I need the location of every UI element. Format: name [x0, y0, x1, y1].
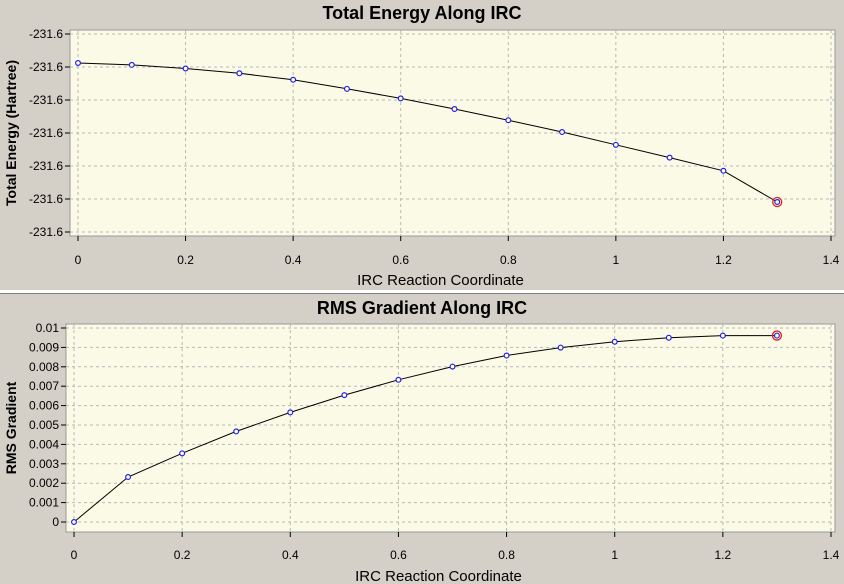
data-point[interactable] [341, 392, 348, 399]
data-point[interactable] [70, 519, 77, 526]
data-point[interactable] [343, 85, 350, 92]
energy-chart[interactable]: Total Energy Along IRC -231.6 -231.6 -231.6… [0, 0, 844, 290]
x-tick-label: 0.8 [500, 253, 517, 267]
data-point[interactable] [612, 141, 619, 148]
data-point[interactable] [665, 334, 672, 341]
plot-area [65, 323, 836, 533]
y-axis-label: Total Energy (Hartree) [3, 60, 19, 206]
data-point[interactable] [182, 65, 189, 72]
y-tick-label: -231.6 [29, 126, 63, 140]
x-tick-label: 0.2 [174, 548, 191, 562]
data-point[interactable] [611, 338, 618, 345]
data-point[interactable] [451, 106, 458, 113]
y-tick-label: 0.008 [29, 360, 59, 374]
data-point[interactable] [773, 332, 780, 339]
y-tick-label: 0.01 [36, 321, 60, 335]
data-point[interactable] [503, 352, 510, 359]
x-tick-label: 0.2 [177, 253, 194, 267]
energy-chart-panel: Total Energy Along IRC -231.6 -231.6 -231.6… [0, 0, 844, 290]
x-axis-label: IRC Reaction Coordinate [355, 568, 522, 584]
y-tick-label: 0.004 [29, 437, 59, 451]
data-point[interactable] [397, 95, 404, 102]
highlighted-point-ring[interactable] [771, 330, 783, 341]
x-tick-label: 0 [75, 253, 82, 267]
y-tick-label: -231.6 [29, 159, 63, 173]
gradient-chart[interactable]: RMS Gradient Along IRC 0 0.001 0.002 0.003 0.… [0, 294, 844, 584]
x-tick-label: 1 [613, 253, 620, 267]
y-tick-label: -231.6 [29, 60, 63, 74]
x-tick-label: 1.2 [715, 548, 732, 562]
data-point[interactable] [774, 199, 781, 206]
data-point[interactable] [236, 70, 243, 77]
data-point[interactable] [557, 344, 564, 351]
x-tick-label: 0.4 [282, 548, 299, 562]
y-tick-label: -231.6 [29, 225, 63, 239]
y-tick-label: 0.007 [29, 379, 59, 393]
y-tick-label: 0.009 [29, 340, 59, 354]
x-tick-label: 1 [611, 548, 618, 562]
x-tick-label: 0.6 [392, 253, 409, 267]
x-tick-label: 0 [71, 548, 78, 562]
y-axis-label: RMS Gradient [3, 381, 19, 474]
x-tick-label: 1.4 [823, 548, 840, 562]
panel-divider[interactable] [0, 290, 844, 294]
y-tick-label: -231.6 [29, 192, 63, 206]
gradient-chart-panel: RMS Gradient Along IRC 0 0.001 0.002 0.003 0.… [0, 294, 844, 584]
y-tick-label: 0.002 [29, 476, 59, 490]
data-point[interactable] [449, 363, 456, 370]
chart-title: Total Energy Along IRC [322, 3, 521, 23]
series-line [73, 335, 777, 523]
y-tick-label: 0.003 [29, 457, 59, 471]
data-point[interactable] [666, 154, 673, 161]
data-point[interactable] [74, 59, 81, 66]
x-tick-label: 0.4 [285, 253, 302, 267]
data-point[interactable] [395, 376, 402, 383]
data-point[interactable] [290, 76, 297, 83]
y-tick-label: 0.005 [29, 418, 59, 432]
data-point[interactable] [287, 409, 294, 416]
data-point[interactable] [125, 473, 132, 480]
y-tick-label: 0.001 [29, 496, 59, 510]
data-point[interactable] [179, 450, 186, 457]
y-tick-label: 0 [52, 515, 59, 529]
data-point[interactable] [719, 332, 726, 339]
series-line [77, 62, 778, 203]
highlighted-point-ring[interactable] [772, 196, 783, 208]
y-tick-label: -231.6 [29, 27, 63, 41]
data-point[interactable] [128, 61, 135, 68]
x-tick-label: 0.6 [390, 548, 407, 562]
data-point[interactable] [559, 129, 566, 136]
data-point[interactable] [233, 428, 240, 435]
x-tick-label: 1.2 [715, 253, 732, 267]
y-tick-label: 0.006 [29, 399, 59, 413]
y-tick-label: -231.6 [29, 93, 63, 107]
data-point[interactable] [720, 167, 727, 174]
x-tick-label: 1.4 [823, 253, 840, 267]
x-tick-label: 0.8 [498, 548, 515, 562]
x-axis-label: IRC Reaction Coordinate [357, 272, 524, 289]
data-point[interactable] [505, 117, 512, 124]
chart-title: RMS Gradient Along IRC [317, 298, 527, 318]
